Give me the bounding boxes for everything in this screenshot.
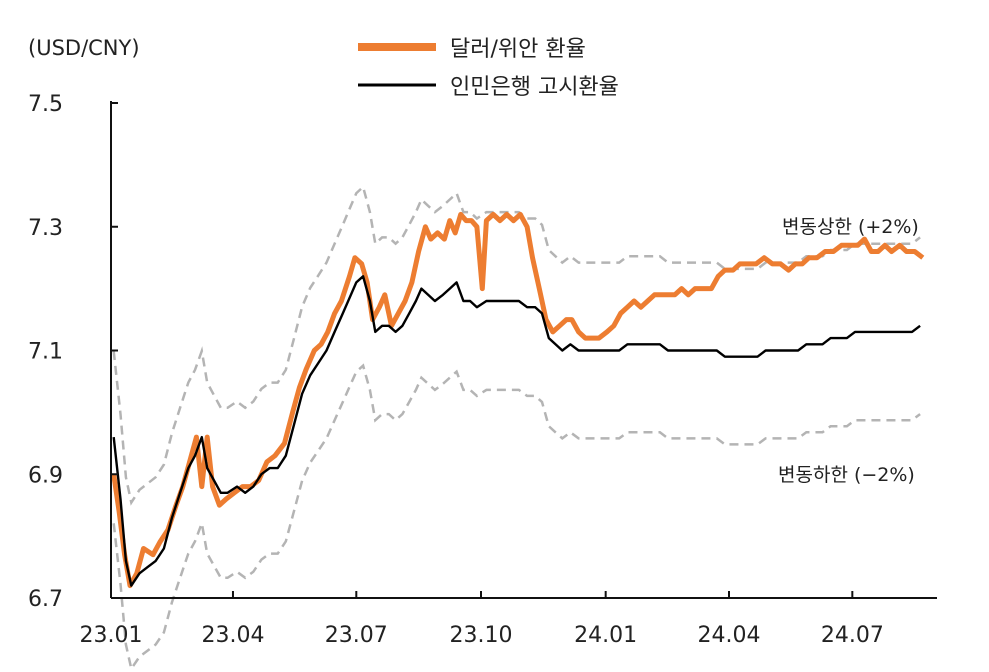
legend-item-spot: 달러/위안 환율 <box>358 28 619 66</box>
legend-label-fixing: 인민은행 고시환율 <box>450 75 619 100</box>
x-tick-label: 23.10 <box>449 623 512 648</box>
legend-swatch-spot <box>358 43 436 51</box>
legend-label-spot: 달러/위안 환율 <box>450 37 586 62</box>
y-tick-label: 7.5 <box>28 92 63 117</box>
x-tick-label: 23.04 <box>201 623 264 648</box>
x-tick-label: 24.04 <box>698 623 761 648</box>
lower-band-line <box>112 363 921 672</box>
x-tick-label: 23.01 <box>80 623 143 648</box>
series-line-spot <box>111 211 925 589</box>
y-tick-label: 7.3 <box>28 216 63 241</box>
y-tick-label: 6.7 <box>28 587 63 612</box>
legend-swatch-fixing <box>358 83 436 87</box>
y-unit-label: (USD/CNY) <box>28 36 140 60</box>
x-tick-label: 23.07 <box>325 623 388 648</box>
y-tick-label: 6.9 <box>28 463 63 488</box>
x-tick-label: 24.01 <box>574 623 637 648</box>
series-line-fixing <box>112 275 921 587</box>
band-label-lower: 변동하한 (−2%) <box>778 464 915 486</box>
x-tick-label: 24.07 <box>821 623 884 648</box>
band-label-upper: 변동상한 (+2%) <box>782 216 919 238</box>
y-tick-label: 7.1 <box>28 340 63 365</box>
legend: 달러/위안 환율 인민은행 고시환율 <box>358 28 619 104</box>
legend-item-fixing: 인민은행 고시환율 <box>358 66 619 104</box>
